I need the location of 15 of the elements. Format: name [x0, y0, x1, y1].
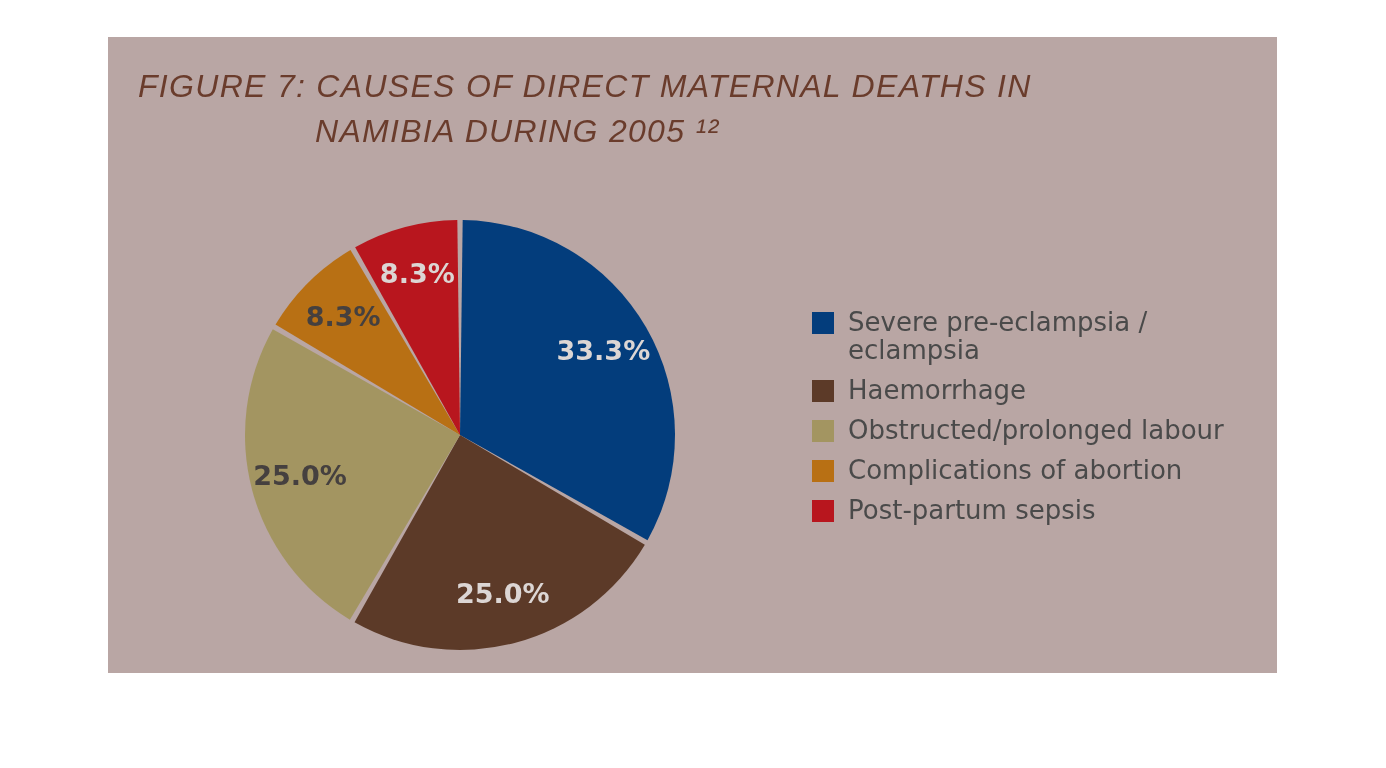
legend-label: Post-partum sepsis — [848, 495, 1096, 525]
pie-slice — [460, 220, 675, 541]
legend-label: Complications of abortion — [848, 455, 1183, 485]
pie-slice — [245, 329, 460, 620]
legend-label: Haemorrhage — [848, 375, 1027, 405]
data-label: 33.3% — [556, 335, 651, 367]
legend-label: Obstructed/prolonged labour — [848, 415, 1225, 445]
chart-title: FIGURE 7: CAUSES OF DIRECT MATERNAL DEATHS IN NAMIBIA DURING 2005 ¹² — [138, 67, 1033, 151]
pie-slice — [275, 249, 460, 435]
pie-slice — [354, 435, 645, 650]
data-label: 8.3% — [305, 300, 381, 332]
legend-label: Severe pre-eclampsia / eclampsia — [848, 307, 1148, 365]
data-label: 25.0% — [253, 460, 347, 492]
data-label: 25.0% — [455, 577, 550, 609]
data-label: 8.3% — [379, 258, 455, 290]
